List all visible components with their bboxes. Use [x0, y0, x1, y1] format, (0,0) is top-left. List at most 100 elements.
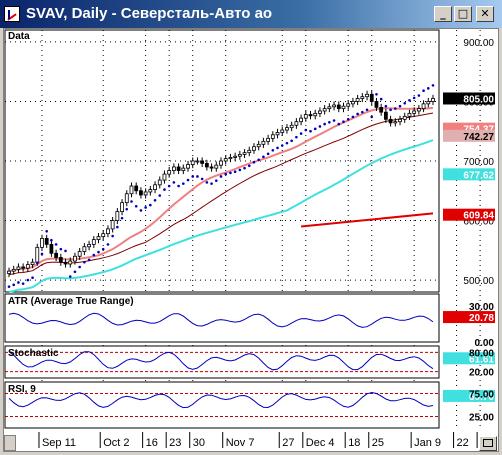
candle-body — [346, 103, 351, 107]
psar-dot — [394, 107, 397, 110]
time-axis-label: Dec 4 — [306, 437, 335, 449]
indicator-panel-label: Stochastic — [8, 348, 59, 359]
candle-body — [242, 152, 247, 155]
app-chart-icon[interactable] — [4, 6, 20, 22]
candle-body — [162, 173, 167, 181]
psar-dot — [125, 207, 129, 211]
indicator-value-tag — [443, 389, 495, 402]
candle-body — [204, 162, 209, 168]
candle-body — [412, 110, 417, 114]
time-axis-label: 18 — [348, 437, 360, 449]
psar-dot — [262, 155, 265, 159]
minimize-button[interactable]: _ — [434, 6, 452, 22]
psar-dot — [153, 199, 157, 202]
psar-dot — [243, 166, 246, 170]
psar-dot — [172, 181, 176, 184]
chart-canvas[interactable]: 500.00600.00700.00800.00900.00Data805.00… — [3, 28, 499, 452]
price-value-label: 677.62 — [463, 170, 494, 181]
psar-dot — [229, 171, 232, 175]
candle-body — [421, 103, 426, 110]
candle-body — [115, 211, 120, 221]
psar-dot — [134, 204, 138, 208]
psar-dot — [426, 87, 430, 90]
candle-body — [336, 104, 341, 110]
candle-body — [58, 257, 63, 263]
trend-line — [300, 212, 434, 228]
candle-body — [275, 132, 280, 136]
candle-body — [73, 255, 77, 262]
candle-body — [351, 101, 355, 105]
psar-dot — [139, 209, 143, 212]
psar-dot — [106, 243, 110, 246]
candle-body — [426, 101, 431, 105]
psar-dot — [233, 170, 237, 174]
psar-dot — [40, 252, 44, 256]
psar-dot — [182, 182, 185, 185]
indicator-panel-label: RSI, 9 — [8, 384, 36, 395]
candle-body — [63, 261, 68, 265]
indicator-panel — [4, 293, 440, 343]
maximize-button[interactable]: □ — [454, 6, 472, 22]
candle-body — [431, 98, 435, 102]
psar-dot — [299, 132, 303, 135]
horizontal-scrollbar[interactable] — [4, 435, 16, 451]
psar-dot — [313, 127, 317, 131]
psar-dot — [365, 108, 369, 112]
price-panel-label: Data — [8, 31, 30, 42]
candle-body — [407, 112, 412, 117]
psar-dot — [276, 146, 279, 150]
candle-body — [101, 233, 106, 238]
psar-dot — [186, 178, 190, 182]
window-layout-icon — [483, 439, 493, 447]
candle-body — [270, 134, 275, 139]
title-bar: SVAV, Daily - Северсталь-Авто ао _ □ ✕ — [0, 0, 502, 28]
psar-dot — [64, 249, 67, 253]
candle-body — [383, 111, 388, 120]
candle-body — [106, 228, 110, 235]
candle-body — [374, 101, 379, 108]
candle-body — [11, 268, 16, 272]
candle-body — [252, 146, 256, 151]
psar-dot — [120, 216, 124, 220]
price-value-tag — [443, 168, 495, 181]
psar-dot — [210, 182, 213, 185]
price-value-tag — [443, 208, 495, 221]
candle-body — [209, 166, 214, 169]
time-axis-label: Oct 2 — [103, 437, 129, 449]
price-value-tag — [443, 129, 495, 142]
candle-body — [139, 190, 143, 196]
psar-dot — [290, 139, 293, 143]
psar-dot — [247, 164, 251, 168]
psar-dot — [379, 97, 383, 101]
psar-dot — [59, 247, 63, 251]
indicator-series-line — [8, 391, 434, 409]
candle-body — [35, 246, 40, 263]
candle-body — [294, 121, 299, 126]
candle-body — [96, 236, 101, 240]
candle-body — [398, 118, 402, 123]
psar-dot — [285, 141, 289, 145]
time-axis-label: 25 — [372, 437, 384, 449]
candle-body — [153, 184, 157, 190]
candle-body — [223, 158, 228, 162]
psar-dot — [323, 122, 326, 126]
candle-body — [303, 114, 308, 119]
candle-body — [21, 266, 26, 269]
psar-dot — [238, 168, 242, 172]
candle-body — [237, 154, 242, 157]
candle-body — [261, 140, 266, 145]
psar-dot — [130, 200, 133, 203]
psar-dot — [318, 125, 322, 128]
psar-dot — [196, 175, 199, 178]
candle-body — [416, 108, 421, 112]
candle-body — [200, 160, 205, 164]
candle-body — [299, 117, 303, 123]
price-tick-label: 500.00 — [463, 276, 494, 287]
psar-dot — [87, 258, 91, 262]
time-axis-label: Sep 11 — [42, 437, 76, 449]
psar-dot — [78, 265, 81, 269]
window-layout-button[interactable] — [479, 436, 497, 451]
close-button[interactable]: ✕ — [476, 6, 494, 22]
psar-dot — [205, 181, 209, 184]
indicator-tick-label: 80.00 — [469, 348, 494, 359]
